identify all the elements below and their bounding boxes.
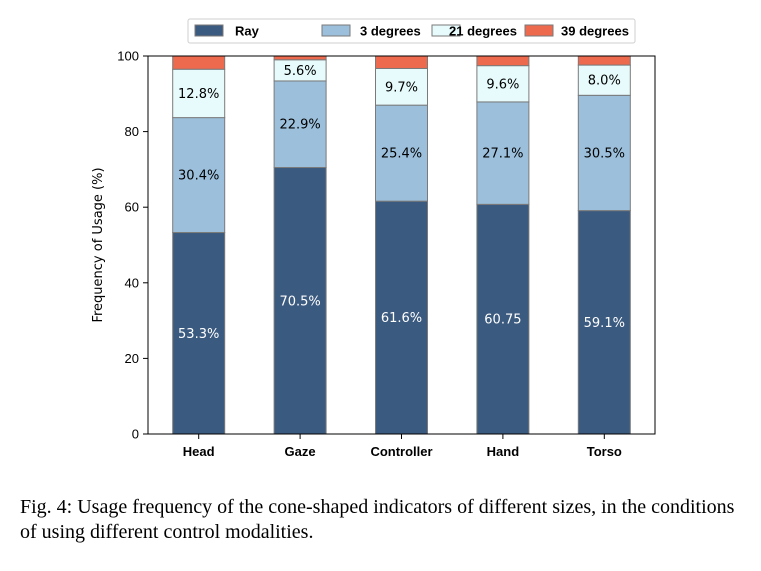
y-axis-label: Frequency of Usage (%): [91, 167, 106, 322]
data-label: 8.0%: [588, 74, 621, 89]
data-label: 5.6%: [284, 64, 317, 79]
legend-swatch: [321, 24, 351, 37]
data-label: 22.9%: [279, 118, 320, 133]
bar-segment: [577, 64, 631, 96]
bars-group: [172, 55, 631, 435]
bar-segment: [375, 55, 428, 69]
y-tick-label: 0: [132, 427, 139, 442]
y-axis: 0 20 40 60 80 100: [117, 49, 148, 442]
data-label: 12.8%: [178, 87, 219, 102]
bar-segment: [476, 55, 530, 67]
bar-segment: [172, 68, 226, 119]
data-label: 60.75: [484, 313, 521, 328]
bar-segment: [577, 55, 631, 66]
y-tick-label: 60: [125, 200, 139, 215]
x-axis: Head Gaze Controller Hand Torso: [183, 434, 622, 459]
data-label: 59.1%: [584, 316, 625, 331]
legend-swatch: [194, 24, 224, 37]
data-label: 25.4%: [381, 147, 422, 162]
figure-caption: Fig. 4: Usage frequency of the cone-shap…: [20, 496, 735, 543]
legend-swatch: [431, 24, 461, 37]
data-label: 30.4%: [178, 169, 219, 184]
y-tick-label: 20: [125, 351, 139, 366]
y-tick-label: 80: [125, 124, 139, 139]
bar-segment: [172, 117, 226, 234]
bar-segment: [577, 94, 631, 212]
legend-label: Ray: [235, 24, 260, 39]
y-tick-label: 100: [117, 49, 139, 64]
legend-label: 39 degrees: [561, 24, 629, 39]
data-label: 9.6%: [486, 77, 519, 92]
x-tick-label: Controller: [370, 444, 432, 459]
data-label: 9.7%: [385, 80, 418, 95]
bar-segment: [476, 203, 530, 435]
legend-swatch: [524, 24, 554, 37]
legend-box: [187, 18, 636, 44]
bar-segment: [577, 210, 631, 435]
legend: Ray 3 degrees 21 degrees 39 degrees: [187, 18, 636, 44]
x-tick-label: Torso: [587, 444, 622, 459]
data-labels-group: 53.3% 30.4% 12.8% 70.5% 22.9% 5.6% 61.6% 25.4% 9…: [178, 64, 625, 342]
legend-label: 21 degrees: [449, 24, 517, 39]
bar-segment: [375, 104, 428, 202]
y-tick-label: 40: [125, 275, 139, 290]
bar-segment: [273, 80, 327, 169]
bar-segment: [476, 65, 530, 103]
data-label: 30.5%: [584, 146, 625, 161]
stacked-bar-chart: Ray 3 degrees 21 degrees 39 degrees Frequen…: [91, 18, 656, 459]
bar-segment: [172, 55, 226, 70]
data-label: 53.3%: [178, 327, 219, 342]
x-tick-label: Head: [183, 444, 215, 459]
x-tick-label: Gaze: [285, 444, 316, 459]
data-label: 61.6%: [381, 311, 422, 326]
bar-segment: [375, 67, 428, 106]
bar-segment: [273, 55, 327, 61]
x-tick-label: Hand: [487, 444, 520, 459]
bar-segment: [172, 232, 226, 435]
data-label: 70.5%: [279, 294, 320, 309]
legend-label: 3 degrees: [360, 24, 421, 39]
data-label: 27.1%: [482, 147, 523, 162]
